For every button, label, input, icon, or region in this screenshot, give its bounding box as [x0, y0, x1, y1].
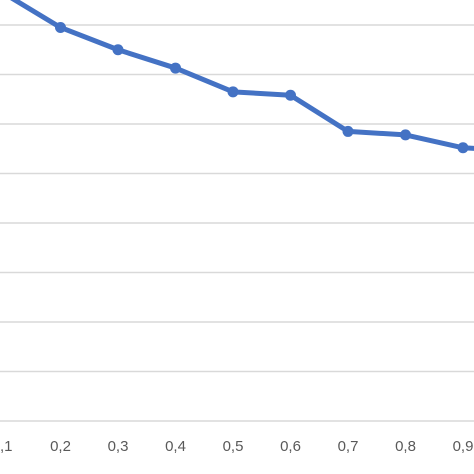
data-point-3: [112, 44, 124, 56]
data-point-2: [55, 21, 66, 33]
gridlines: [0, 24, 474, 422]
data-point-9: [457, 142, 469, 154]
x-tick-label-5: 0,5: [223, 438, 244, 455]
data-points: [55, 21, 469, 154]
data-point-8: [400, 129, 411, 141]
x-tick-label-4: 0,4: [165, 438, 186, 455]
series-line: [10, 0, 474, 151]
data-point-7: [342, 125, 354, 137]
series-line-group: [10, 0, 474, 151]
data-point-4: [170, 62, 181, 74]
x-tick-label-3: 0,3: [108, 438, 129, 455]
data-point-6: [285, 89, 296, 101]
x-tick-label-8: 0,8: [395, 438, 416, 455]
x-tick-label-7: 0,7: [338, 438, 359, 455]
x-tick-label-6: 0,6: [280, 438, 301, 455]
x-axis-tick-labels: ,1 0,2 0,3 0,4 0,5 0,6 0,7 0,8 0,9: [0, 438, 473, 455]
x-tick-label-1: ,1: [0, 438, 13, 455]
x-tick-label-9: 0,9: [453, 438, 474, 455]
data-point-5: [227, 86, 239, 98]
x-tick-label-2: 0,2: [50, 438, 71, 455]
